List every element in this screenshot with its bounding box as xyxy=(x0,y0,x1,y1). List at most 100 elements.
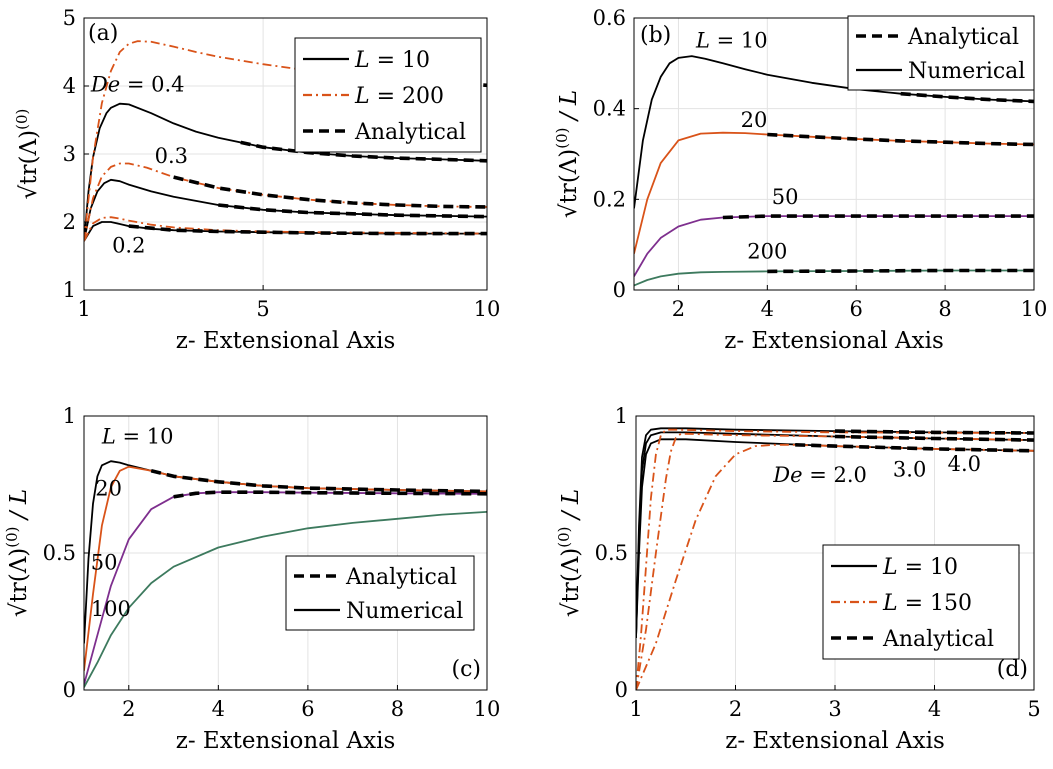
series-line-An-L10 xyxy=(900,91,1034,104)
y-tick-label: 0.5 xyxy=(595,541,628,565)
series-group xyxy=(84,460,487,688)
legend: L = 10 L = 150 Analytical xyxy=(822,544,1020,660)
x-tick-label: 10 xyxy=(474,297,501,321)
annotation-label: 20 xyxy=(95,476,122,500)
annotation-label: De = 0.4 xyxy=(90,72,185,96)
x-axis-label: z- Extensional Axis xyxy=(725,728,945,754)
series-line-An-De2 xyxy=(795,443,1034,453)
x-tick-label: 6 xyxy=(850,297,863,321)
y-axis-label: √tr(Λ)(0) / L xyxy=(553,90,582,218)
series-line-An-De4 xyxy=(834,429,1034,435)
y-tick-label: 1 xyxy=(615,404,628,428)
series-line-An-L10 xyxy=(150,469,487,494)
x-axis-label: z- Extensional Axis xyxy=(176,728,396,754)
annotation-label: 50 xyxy=(772,185,799,209)
series-line-An-L200 xyxy=(767,268,1034,274)
legend-label: Analytical xyxy=(345,565,457,590)
annotation-label: 200 xyxy=(747,239,787,263)
legend-label: Analytical xyxy=(882,627,994,652)
annotation-label: 0.3 xyxy=(155,144,188,168)
series-line-L10 xyxy=(634,55,1034,209)
y-tick-label: 2 xyxy=(63,210,76,234)
y-tick-label: 3 xyxy=(63,142,76,166)
annotation-label: 100 xyxy=(91,597,131,621)
y-tick-label: 5 xyxy=(63,6,76,30)
panel-d: 1 2 3 4 5 0 0.5 1 z- Extensional Axis √tr(Λ)(0) /… xyxy=(555,404,1041,754)
legend-label: L = 150 xyxy=(882,591,972,616)
x-tick-label: 2 xyxy=(729,697,742,721)
annotation-label: L = 10 xyxy=(101,424,174,448)
series-group xyxy=(634,55,1034,287)
y-tick-label: 0.6 xyxy=(593,6,626,30)
legend-label: Numerical xyxy=(346,599,463,624)
x-tick-label: 4 xyxy=(761,297,774,321)
y-tick-label: 0 xyxy=(615,678,628,702)
y-axis-label: √tr(Λ)(0) / L xyxy=(555,489,584,617)
series-line-An-De0.2 xyxy=(128,224,487,236)
series-line-L150-De3 xyxy=(636,432,1034,690)
y-axis-label: √tr(Λ)(0) / L xyxy=(3,489,32,617)
x-tick-label: 5 xyxy=(1027,697,1040,721)
annotation-label: 4.0 xyxy=(948,452,981,476)
x-axis-label: z- Extensional Axis xyxy=(176,328,396,354)
panel-tag: (a) xyxy=(88,21,118,46)
legend: L = 10 L = 200 Analytical xyxy=(294,37,482,153)
y-tick-label: 0 xyxy=(63,678,76,702)
legend-label: L = 10 xyxy=(882,555,958,580)
y-tick-label: 0.2 xyxy=(593,187,626,211)
x-axis-label: z- Extensional Axis xyxy=(724,328,944,354)
y-tick-label: 0 xyxy=(613,278,626,302)
series-line-An-De0.3L10 xyxy=(218,203,487,219)
annotation-label: De = 2.0 xyxy=(772,463,867,487)
series-line-L150-De4 xyxy=(636,428,1034,690)
series-line-An-De3 xyxy=(834,434,1034,442)
y-tick-label: 0.5 xyxy=(43,541,76,565)
x-tick-label: 4 xyxy=(928,697,941,721)
series-line-L100 xyxy=(84,511,487,688)
legend-label: Numerical xyxy=(908,59,1025,84)
x-tick-label: 1 xyxy=(77,297,90,321)
legend: Analytical Numerical xyxy=(285,555,475,631)
legend-box xyxy=(285,555,475,631)
x-tick-label: 8 xyxy=(391,697,404,721)
panel-a: 1 5 10 1 2 3 4 5 z- Extensional Axis √tr(Λ)(0) (a)… xyxy=(13,6,500,354)
series-line-An-De0.4 xyxy=(240,140,487,163)
panel-tag: (d) xyxy=(997,657,1028,682)
series-line-L200-De0.2 xyxy=(84,216,487,242)
legend-label: Analytical xyxy=(354,120,466,145)
y-tick-label: 1 xyxy=(63,404,76,428)
x-tick-label: 2 xyxy=(122,697,135,721)
x-tick-label: 5 xyxy=(256,297,269,321)
series-line-L200-De0.4 xyxy=(84,40,487,242)
x-tick-label: 3 xyxy=(828,697,841,721)
y-tick-label: 1 xyxy=(63,278,76,302)
x-tick-label: 4 xyxy=(212,697,225,721)
series-line-L20 xyxy=(634,131,1034,254)
annotation-label: 3.0 xyxy=(893,457,926,481)
series-line-L10-De0.3 xyxy=(84,178,487,242)
x-tick-label: 10 xyxy=(474,697,501,721)
annotation-label: L = 10 xyxy=(695,28,768,52)
annotation-label: 50 xyxy=(91,550,118,574)
series-line-An-De0.3 xyxy=(173,175,487,209)
y-tick-label: 0.4 xyxy=(593,97,626,121)
x-tick-label: 8 xyxy=(938,297,951,321)
legend-label: L = 200 xyxy=(354,84,444,109)
y-axis-label: √tr(Λ)(0) xyxy=(13,109,42,200)
annotation-label: 0.2 xyxy=(112,234,145,258)
legend-box xyxy=(847,15,1035,91)
legend-label: Analytical xyxy=(907,25,1019,50)
series-line-An-L20 xyxy=(767,132,1034,147)
panel-tag: (b) xyxy=(640,23,671,48)
series-line-An-L50 xyxy=(173,490,487,499)
x-tick-label: 1 xyxy=(629,697,642,721)
series-line-An-L50 xyxy=(722,214,1034,220)
y-tick-label: 4 xyxy=(63,74,76,98)
annotation-label: 20 xyxy=(741,108,768,132)
series-group xyxy=(636,427,1034,690)
x-tick-label: 10 xyxy=(1021,297,1048,321)
panel-b: 2 4 6 8 10 0 0.2 0.4 0.6 z- Extensional Axis √tr(Λ… xyxy=(553,6,1047,354)
x-tick-label: 2 xyxy=(672,297,685,321)
